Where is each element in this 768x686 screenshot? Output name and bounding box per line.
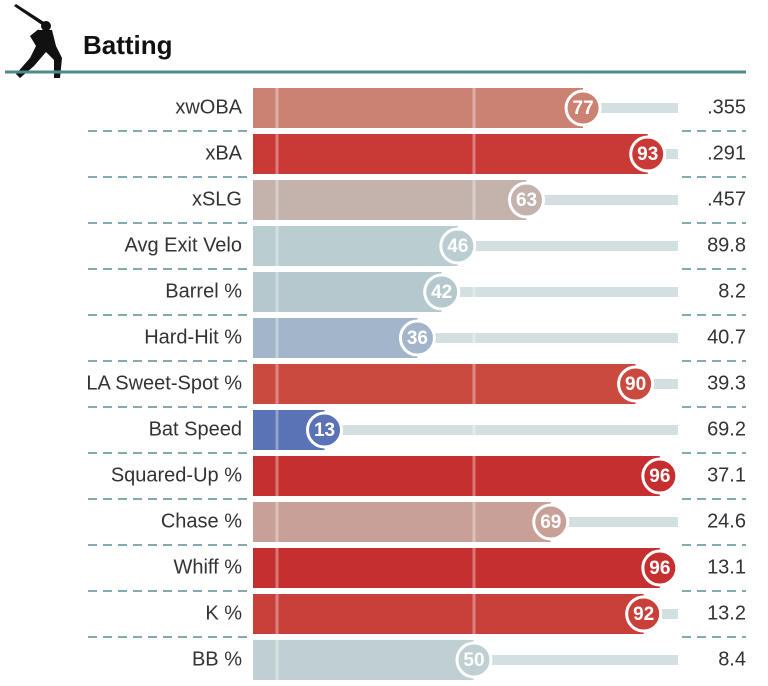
percentile-label: 63 xyxy=(516,190,537,211)
category-label: Hard-Hit % xyxy=(144,326,242,348)
percentile-label: 13 xyxy=(314,420,335,441)
track xyxy=(550,517,678,527)
stat-label: 24.6 xyxy=(707,510,746,532)
percentile-label: 77 xyxy=(573,98,594,119)
track xyxy=(526,195,678,205)
stat-label: .355 xyxy=(707,96,746,118)
bar xyxy=(253,502,551,542)
category-label: Bat Speed xyxy=(149,418,242,440)
percentile-label: 96 xyxy=(649,466,670,487)
stat-label: .291 xyxy=(707,142,746,164)
category-label: xBA xyxy=(205,142,242,164)
track xyxy=(474,655,678,665)
percentile-dot xyxy=(439,227,477,265)
bar xyxy=(253,180,527,220)
stat-label: 37.1 xyxy=(707,464,746,486)
bar xyxy=(253,640,474,680)
bar xyxy=(253,226,458,266)
percentile-dot xyxy=(625,595,663,633)
stat-label: 39.3 xyxy=(707,372,746,394)
percentile-dot xyxy=(455,641,493,679)
stat-label: 89.8 xyxy=(707,234,746,256)
stat-label: .457 xyxy=(707,188,746,210)
bar xyxy=(253,88,584,128)
track xyxy=(583,103,678,113)
bar xyxy=(253,318,418,358)
percentile-dot xyxy=(423,273,461,311)
category-label: Barrel % xyxy=(165,280,242,302)
percentile-label: 92 xyxy=(633,604,654,625)
track xyxy=(324,425,678,435)
track xyxy=(417,333,678,343)
category-label: LA Sweet-Spot % xyxy=(86,372,242,394)
stat-label: 40.7 xyxy=(707,326,746,348)
category-label: Avg Exit Velo xyxy=(125,234,242,256)
stat-label: 13.2 xyxy=(707,602,746,624)
category-label: Chase % xyxy=(161,510,242,532)
bar xyxy=(253,134,648,174)
percentile-label: 36 xyxy=(407,328,428,349)
category-label: K % xyxy=(205,602,242,624)
percentile-label: 42 xyxy=(431,282,452,303)
percentile-label: 93 xyxy=(637,144,658,165)
category-label: xSLG xyxy=(192,188,242,210)
bar xyxy=(253,456,660,496)
stat-label: 8.4 xyxy=(718,648,746,670)
bar xyxy=(253,594,644,634)
percentile-label: 46 xyxy=(447,236,468,257)
percentile-label: 96 xyxy=(649,558,670,579)
percentile-dot xyxy=(564,89,602,127)
percentile-dot xyxy=(306,411,344,449)
stat-label: 8.2 xyxy=(718,280,746,302)
track xyxy=(457,241,678,251)
category-label: Squared-Up % xyxy=(111,464,242,486)
chart-title: Batting xyxy=(83,30,173,60)
bar xyxy=(253,364,636,404)
batter-icon xyxy=(14,4,62,78)
track xyxy=(441,287,678,297)
stat-label: 69.2 xyxy=(707,418,746,440)
percentile-dot xyxy=(508,181,546,219)
category-label: Whiff % xyxy=(173,556,242,578)
percentile-dot xyxy=(617,365,655,403)
category-label: xwOBA xyxy=(175,96,242,118)
category-label: BB % xyxy=(192,648,242,670)
track xyxy=(635,379,678,389)
percentile-dot xyxy=(629,135,667,173)
percentile-label: 90 xyxy=(625,374,646,395)
percentile-label: 69 xyxy=(540,512,561,533)
percentile-dot xyxy=(398,319,436,357)
percentile-dot xyxy=(532,503,570,541)
percentile-dot xyxy=(641,457,679,495)
stat-label: 13.1 xyxy=(707,556,746,578)
percentile-dot xyxy=(641,549,679,587)
bar xyxy=(253,548,660,588)
percentile-label: 50 xyxy=(463,650,484,671)
bar xyxy=(253,272,442,312)
